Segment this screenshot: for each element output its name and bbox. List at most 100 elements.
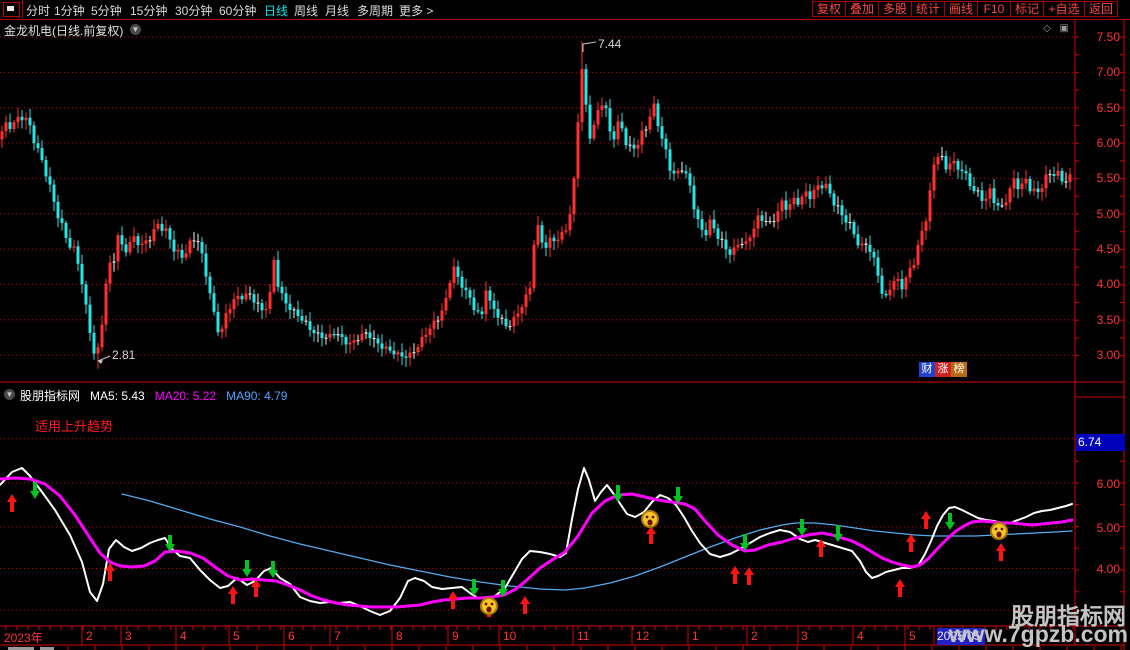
- time-axis-label: 10: [503, 629, 517, 643]
- buy-arrow-icon: [448, 591, 458, 609]
- ma-value-label: MA90: 4.79: [226, 389, 288, 403]
- action-复权[interactable]: 复权: [812, 1, 846, 17]
- buy-arrow-icon: [105, 563, 115, 581]
- indicator-plot[interactable]: [0, 398, 1075, 626]
- main-axis-label: 7.00: [1096, 65, 1120, 79]
- buy-arrow-icon: [228, 586, 238, 604]
- time-axis-label: 5: [233, 629, 240, 643]
- badge-char: 榜: [951, 362, 967, 377]
- period-5分钟[interactable]: 5分钟: [91, 4, 122, 18]
- current-date-tag: 2025/05/: [937, 628, 985, 645]
- time-axis-label: 4: [857, 629, 864, 643]
- low-price-annotation: 2.81: [112, 348, 136, 362]
- period-更多 >[interactable]: 更多 >: [399, 4, 434, 18]
- sell-arrow-icon: [268, 561, 278, 578]
- action-画线[interactable]: 画线: [944, 1, 978, 17]
- time-axis-label: 2: [86, 629, 93, 643]
- action-+自选[interactable]: +自选: [1043, 1, 1085, 17]
- action-统计[interactable]: 统计: [911, 1, 945, 17]
- time-axis-label: 5: [909, 629, 916, 643]
- period-分时[interactable]: 分时: [26, 4, 51, 18]
- top-toolbar: 分时 1分钟 5分钟 15分钟 30分钟 60分钟 日线 周线 月线 多周期 更多 > 复权 叠加 多股…: [0, 0, 1130, 20]
- indicator-header: 股朋指标网 MA5: 5.43 MA20: 5.22 MA90: 4.79: [20, 387, 297, 404]
- action-叠加[interactable]: 叠加: [845, 1, 879, 17]
- signal-markers: [7, 482, 1008, 617]
- buy-arrow-icon: [996, 543, 1006, 561]
- high-price-annotation: 7.44: [598, 37, 622, 51]
- ma90-line: [121, 493, 1073, 591]
- ma-value-label: MA20: 5.22: [154, 389, 217, 403]
- buy-arrow-icon: [7, 494, 17, 512]
- sell-arrow-icon: [613, 485, 623, 502]
- indicator-axis-label: 6.00: [1096, 477, 1120, 491]
- frame-lines: [0, 19, 1125, 650]
- hot-rank-badge[interactable]: 财涨榜: [919, 362, 967, 377]
- badge-char: 涨: [935, 362, 951, 377]
- action-返回[interactable]: 返回: [1084, 1, 1118, 17]
- sell-arrow-icon: [165, 535, 175, 552]
- main-chart-plot[interactable]: [0, 19, 1075, 382]
- action-多股[interactable]: 多股: [878, 1, 912, 17]
- extreme-annotations: [97, 41, 597, 364]
- bottom-cutoff-text: [40, 647, 54, 650]
- main-axis-label: 4.00: [1096, 277, 1120, 291]
- period-15分钟[interactable]: 15分钟: [130, 4, 168, 18]
- window-icon[interactable]: [3, 2, 20, 17]
- period-日线[interactable]: 日线: [264, 4, 289, 18]
- main-axis-label: 6.50: [1096, 101, 1120, 115]
- main-axis-label: 5.00: [1096, 207, 1120, 221]
- buy-arrow-icon: [895, 579, 905, 597]
- indicator-axis-label: 5.00: [1096, 521, 1120, 535]
- watermark-url: www.7gpzb.com: [948, 621, 1128, 647]
- main-axis-label: 7.50: [1096, 30, 1120, 44]
- time-axis-label: 3: [801, 629, 808, 643]
- indicator-axis-label: 4.00: [1096, 562, 1120, 576]
- title-dropdown-chevron-icon[interactable]: ▼: [130, 24, 141, 35]
- ma-value-label: MA5: 5.43: [90, 389, 145, 403]
- time-axis-label: 4: [180, 629, 187, 643]
- candles-layer: [0, 41, 1072, 369]
- toolbar-divider: [22, 0, 23, 18]
- time-axis-label: 9: [452, 629, 459, 643]
- sell-arrow-icon: [833, 525, 843, 542]
- action-标记[interactable]: 标记: [1010, 1, 1044, 17]
- period-周线[interactable]: 周线: [294, 4, 319, 18]
- smiley-marker-icon: [480, 597, 498, 615]
- action-F10[interactable]: F10: [977, 1, 1011, 17]
- bottom-cutoff-text: [8, 647, 34, 650]
- period-1分钟[interactable]: 1分钟: [54, 4, 85, 18]
- sell-arrow-icon: [469, 579, 479, 596]
- time-axis-label: 6: [288, 629, 295, 643]
- indicator-note: 适用上升趋势: [35, 419, 114, 434]
- sell-arrow-icon: [945, 513, 955, 530]
- time-axis-label: 2023年: [4, 631, 43, 645]
- indicator-name: 股朋指标网: [20, 389, 81, 403]
- main-axis-label: 3.50: [1096, 313, 1120, 327]
- buy-arrow-icon: [921, 511, 931, 529]
- smiley-marker-icon: [641, 510, 659, 528]
- period-月线[interactable]: 月线: [325, 4, 350, 18]
- smiley-marker-icon: [990, 522, 1008, 540]
- period-多周期[interactable]: 多周期: [357, 4, 394, 18]
- ma20-line: [0, 476, 1074, 609]
- window-icon-glyph: [7, 6, 14, 11]
- main-axis-label: 4.50: [1096, 242, 1120, 256]
- indicator-collapse-chevron-icon[interactable]: ▼: [4, 389, 15, 400]
- chart-corner-icons[interactable]: ◇ ▣: [1043, 23, 1072, 34]
- main-axis-label: 6.00: [1096, 136, 1120, 150]
- buy-arrow-icon: [744, 567, 754, 585]
- main-axis-label: 5.50: [1096, 171, 1120, 185]
- time-axis-label: 8: [396, 629, 403, 643]
- sell-arrow-icon: [498, 580, 508, 597]
- buy-arrow-icon: [906, 534, 916, 552]
- period-60分钟[interactable]: 60分钟: [219, 4, 257, 18]
- buy-arrow-icon: [730, 566, 740, 584]
- watermark-name: 股朋指标网: [1011, 603, 1126, 629]
- period-30分钟[interactable]: 30分钟: [175, 4, 213, 18]
- latest-value-tag: 6.74: [1076, 434, 1125, 451]
- sell-arrow-icon: [30, 482, 40, 499]
- time-axis-label: 7: [334, 629, 341, 643]
- time-axis-label: 11: [577, 629, 590, 643]
- badge-char: 财: [919, 362, 935, 377]
- time-axis-label: 3: [125, 629, 132, 643]
